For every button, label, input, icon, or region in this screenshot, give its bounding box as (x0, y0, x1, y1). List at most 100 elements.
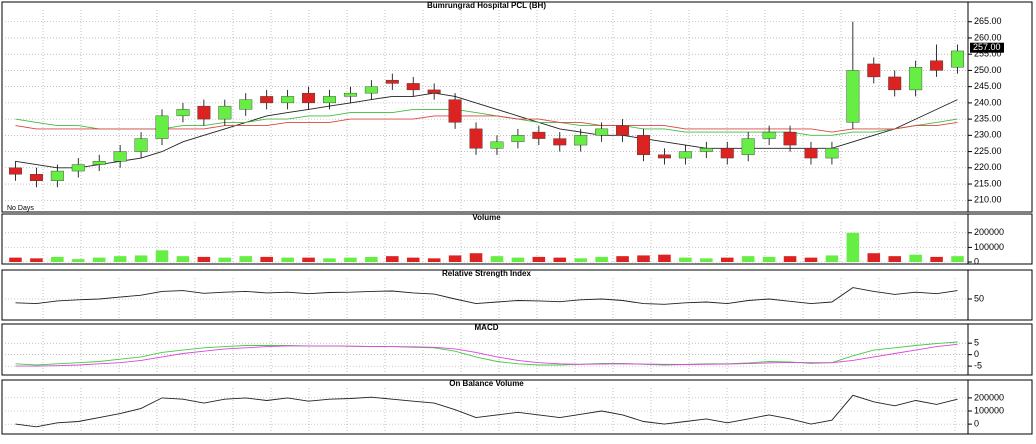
candle-body (323, 96, 336, 104)
volume-bar (448, 255, 462, 262)
volume-bar (700, 258, 713, 262)
y-tick-label: 200000 (974, 227, 1004, 237)
panel-frame (1, 269, 1033, 321)
series-line (15, 287, 958, 305)
volume-bar (323, 258, 336, 262)
candle-body (155, 115, 169, 139)
volume-bar (9, 257, 22, 262)
series-line (15, 394, 958, 428)
volume-bar (616, 256, 629, 262)
candle-body (260, 96, 274, 104)
candle-body (302, 92, 316, 104)
candle-body (385, 79, 399, 84)
volume-bar (867, 253, 881, 262)
volume-bar (762, 256, 776, 262)
candle-body (511, 135, 525, 143)
candle-body (741, 138, 755, 156)
volume-bar (469, 253, 483, 262)
volume-bar (281, 257, 294, 262)
panel-frame (1, 379, 1033, 435)
last-price-box (970, 42, 1004, 53)
y-tick-label: 50 (974, 293, 984, 303)
volume-bar (92, 257, 106, 262)
candle-body (134, 138, 148, 152)
volume-bar (218, 257, 232, 262)
volume-bar (553, 257, 567, 262)
candle-body (29, 174, 43, 181)
y-tick-label: 100000 (974, 405, 1004, 415)
y-tick-label: 250.00 (974, 65, 1002, 75)
candle-body (427, 89, 441, 94)
candle-body (71, 164, 85, 172)
volume-bar (595, 256, 608, 262)
candle-body (490, 141, 504, 149)
y-tick-label: 260.00 (974, 32, 1002, 42)
volume-bar (574, 258, 587, 262)
volume-bar (888, 256, 902, 262)
y-tick-label: -5 (974, 360, 982, 370)
panel-title: Bumrungrad Hospital PCL (BH) (427, 1, 546, 10)
candle-body (218, 105, 232, 120)
candle-body (553, 138, 567, 146)
candle-body (113, 151, 127, 162)
volume-bar (176, 256, 190, 262)
series-line (15, 115, 958, 133)
series-line (15, 343, 958, 367)
volume-bar (532, 256, 546, 262)
last-price-label: 257.00 (973, 42, 1001, 52)
panel-title: MACD (475, 323, 499, 332)
candle-body (574, 135, 588, 146)
volume-bar (113, 256, 127, 262)
candle-body (595, 128, 609, 136)
candle-body (8, 167, 22, 175)
volume-bar (260, 256, 273, 262)
candle-body (909, 66, 923, 91)
y-tick-label: 215.00 (974, 178, 1002, 188)
y-tick-label: 255.00 (974, 49, 1002, 59)
series-line (15, 341, 958, 366)
volume-bar (71, 259, 85, 262)
candle-body (951, 50, 965, 68)
volume-bar (134, 255, 148, 262)
candle-body (176, 109, 190, 117)
candle-body (343, 92, 357, 97)
panel-frame (1, 1, 1033, 213)
y-tick-label: 235.00 (974, 113, 1002, 123)
candle-body (930, 60, 944, 71)
volume-bar (909, 254, 922, 262)
volume-bar (951, 256, 964, 262)
volume-bar (51, 256, 64, 262)
y-tick-label: 200000 (974, 392, 1004, 402)
candle-body (50, 170, 64, 181)
volume-bar (658, 254, 671, 262)
candle-body (637, 135, 650, 156)
volume-bar (427, 258, 441, 262)
y-tick-label: 210.00 (974, 195, 1002, 205)
panel-title: Relative Strength Index (442, 269, 531, 278)
candle-body (678, 151, 692, 159)
volume-bar (302, 257, 315, 262)
volume-bar (155, 250, 169, 262)
series-line (15, 108, 958, 136)
y-tick-label: 0 (974, 349, 979, 359)
y-tick-label: 100000 (974, 242, 1004, 252)
volume-bar (511, 257, 525, 262)
candle-body (616, 125, 630, 136)
y-tick-label: 230.00 (974, 130, 1002, 140)
series-line (15, 92, 958, 169)
candle-body (720, 148, 734, 159)
volume-bar (197, 256, 211, 262)
volume-bar (783, 256, 797, 262)
volume-bar (804, 257, 818, 262)
candle-body (804, 148, 818, 159)
candle-body (762, 131, 776, 139)
y-tick-label: 0 (974, 256, 979, 266)
volume-bar (930, 256, 943, 262)
panel-title: Volume (472, 213, 501, 222)
y-tick-label: 240.00 (974, 97, 1002, 107)
candle-body (699, 148, 713, 152)
candle-body (532, 131, 546, 139)
volume-bar (344, 257, 357, 262)
volume-bar (846, 232, 860, 262)
